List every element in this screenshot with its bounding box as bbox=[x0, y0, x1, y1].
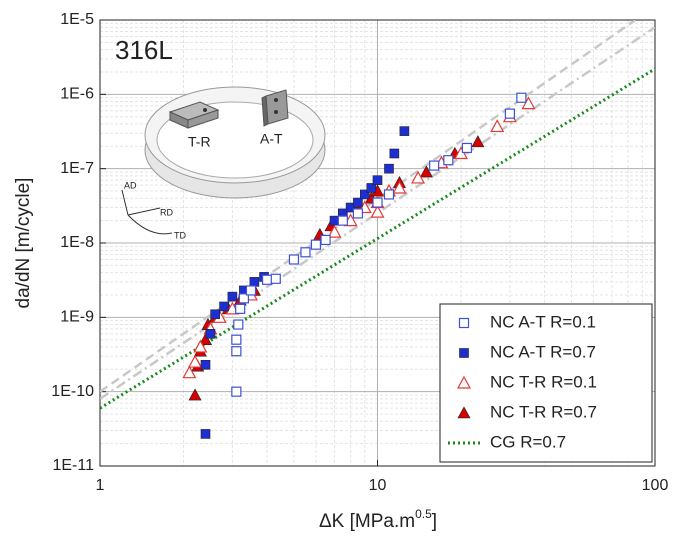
inset-label: T-R bbox=[188, 134, 211, 150]
marker bbox=[389, 148, 400, 159]
marker bbox=[457, 406, 471, 419]
marker bbox=[392, 180, 407, 194]
plot-frame bbox=[99, 19, 656, 467]
marker bbox=[205, 329, 216, 339]
marker bbox=[193, 339, 208, 353]
marker bbox=[384, 163, 394, 174]
x-label-text: ΔK [MPa.m bbox=[319, 511, 415, 532]
marker bbox=[327, 224, 342, 238]
y-tick-label: 1E-11 bbox=[52, 457, 94, 474]
marker bbox=[249, 277, 260, 287]
marker bbox=[516, 92, 527, 103]
legend-label: NC A-T R=0.7 bbox=[490, 342, 596, 361]
marker bbox=[231, 334, 242, 345]
x-label-sup: 0.5 bbox=[415, 507, 432, 521]
marker bbox=[270, 273, 281, 284]
marker bbox=[419, 165, 433, 178]
marker bbox=[461, 142, 473, 154]
marker bbox=[458, 317, 470, 329]
fit-line bbox=[100, 67, 655, 410]
axis-label-small: TD bbox=[174, 230, 186, 240]
marker bbox=[320, 234, 331, 246]
marker bbox=[288, 254, 300, 265]
marker bbox=[443, 155, 454, 166]
marker bbox=[199, 333, 213, 346]
marker bbox=[366, 183, 377, 193]
inset-diagram bbox=[121, 86, 326, 235]
marker bbox=[360, 189, 370, 200]
marker bbox=[310, 239, 322, 250]
marker bbox=[456, 375, 472, 389]
marker bbox=[238, 293, 249, 304]
legend-label: NC A-T R=0.1 bbox=[490, 312, 596, 331]
marker bbox=[383, 189, 395, 200]
marker bbox=[329, 215, 340, 226]
marker bbox=[372, 197, 383, 208]
inset-label: A-T bbox=[260, 131, 283, 147]
marker bbox=[300, 247, 311, 258]
legend: NC A-T R=0.1 NC A-T R=0.7 NC T-R R=0.1 NC T… bbox=[439, 303, 653, 463]
marker bbox=[372, 175, 383, 185]
legend-label: CG R=0.7 bbox=[490, 432, 566, 451]
marker bbox=[227, 291, 238, 302]
x-tick-label: 100 bbox=[642, 477, 669, 494]
marker bbox=[345, 202, 356, 213]
marker bbox=[370, 204, 385, 218]
y-tick-label: 1E-5 bbox=[60, 11, 94, 28]
marker bbox=[245, 285, 257, 296]
marker bbox=[219, 301, 229, 312]
marker bbox=[235, 303, 246, 314]
y-tick-label: 1E-7 bbox=[60, 160, 94, 177]
y-axis-label: da/dN [m/cycle] bbox=[13, 178, 34, 309]
x-tick-label: 1 bbox=[96, 477, 105, 494]
y-tick-label: 1E-8 bbox=[60, 234, 94, 251]
y-tick-label: 1E-9 bbox=[60, 309, 94, 326]
y-tick-label: 1E-10 bbox=[51, 383, 94, 400]
marker bbox=[200, 359, 211, 370]
marker bbox=[353, 197, 363, 208]
marker bbox=[490, 119, 505, 133]
x-axis-label: ΔK [MPa.m0.5] bbox=[319, 507, 437, 532]
x-tick-label: 10 bbox=[369, 477, 387, 494]
marker bbox=[231, 346, 242, 357]
marker bbox=[352, 208, 364, 219]
marker bbox=[504, 108, 516, 119]
marker bbox=[182, 365, 197, 379]
marker bbox=[411, 170, 426, 184]
marker bbox=[231, 386, 242, 397]
marker bbox=[471, 135, 485, 148]
marker bbox=[429, 160, 440, 171]
legend-label: NC T-R R=0.7 bbox=[490, 402, 597, 421]
y-tick-label: 1E-6 bbox=[60, 86, 94, 103]
legend-box bbox=[439, 303, 653, 463]
marker bbox=[188, 354, 203, 368]
x-label-end: ] bbox=[432, 511, 437, 532]
marker bbox=[200, 429, 211, 439]
plot-area: 1 10 100 1E-11 1E-10 1E-9 1E-8 1E-7 1E-6 1E-5 NC A… bbox=[51, 11, 668, 494]
marker bbox=[188, 388, 202, 401]
axis-label-small: RD bbox=[160, 207, 173, 217]
marker bbox=[459, 348, 469, 358]
marker bbox=[399, 126, 410, 136]
sample-label: 316L bbox=[115, 35, 173, 65]
marker bbox=[337, 215, 348, 226]
marker bbox=[521, 96, 536, 110]
marker bbox=[261, 274, 273, 285]
axis-label-small: AD bbox=[124, 180, 137, 190]
marker bbox=[233, 319, 244, 330]
legend-label: NC T-R R=0.1 bbox=[490, 372, 597, 391]
marker bbox=[210, 309, 220, 320]
